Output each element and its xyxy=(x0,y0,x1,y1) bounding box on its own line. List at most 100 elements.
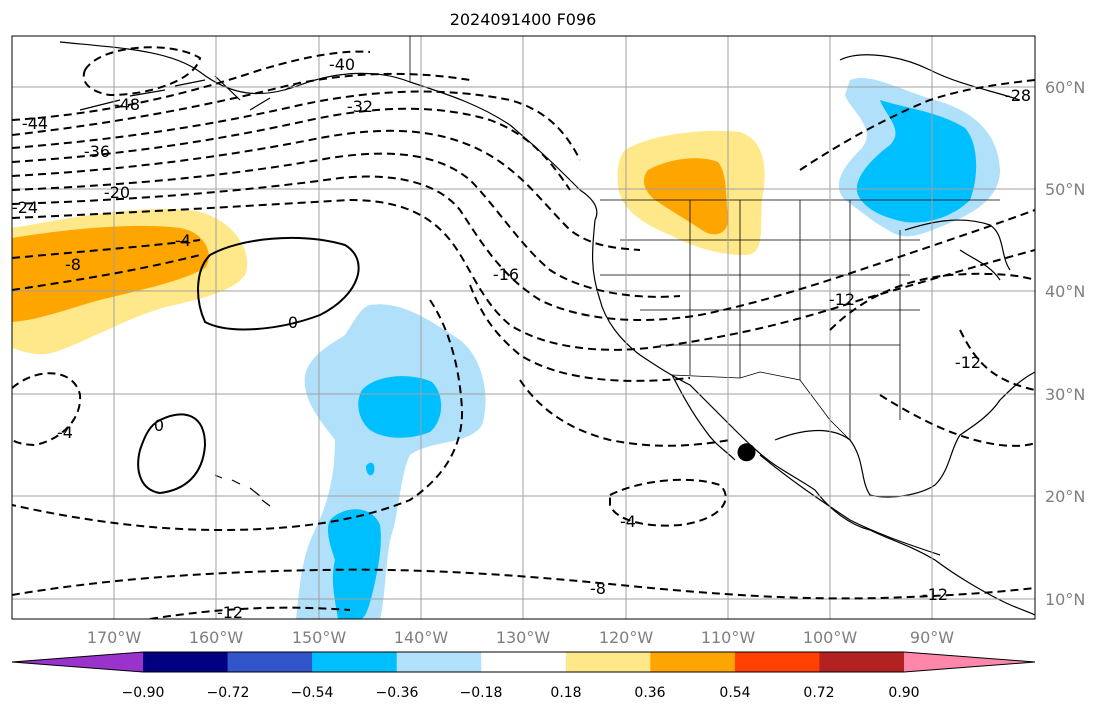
colorbar-tick-label: −0.54 xyxy=(291,685,334,701)
contour-label: -12 xyxy=(829,290,855,309)
lon-tick-label: 160°W xyxy=(189,628,244,647)
map-panel: -48 -44 -40 -36 -32 -28 -24 -20 -16 -12 … xyxy=(11,35,1036,620)
lat-tick-label: 40°N xyxy=(1045,282,1085,301)
coast-west-us xyxy=(591,219,1035,616)
contour-line xyxy=(12,372,82,447)
negative-anomaly-pacific-dark-north xyxy=(358,376,442,438)
lon-tick-label: 140°W xyxy=(394,628,449,647)
negative-anomaly-pacific-dark-south xyxy=(327,509,381,619)
colorbar-swatch xyxy=(481,652,567,672)
contour-line-zero xyxy=(137,413,207,495)
contour-label: -28 xyxy=(1005,86,1031,105)
colorbar-swatch xyxy=(312,652,398,672)
contour-line xyxy=(12,72,471,136)
contour-label: -4 xyxy=(175,231,191,250)
colorbar-tick-labels: −0.90 −0.72 −0.54 −0.36 −0.18 0.18 0.36 … xyxy=(122,685,920,701)
lat-tick-label: 50°N xyxy=(1045,180,1085,199)
contours-zero xyxy=(137,237,360,495)
lon-tick-label: 150°W xyxy=(292,628,347,647)
lat-tick-label: 60°N xyxy=(1045,78,1085,97)
contour-label: -8 xyxy=(65,255,81,274)
colorbar-swatch xyxy=(904,652,1035,672)
contour-labels: -48 -44 -40 -36 -32 -28 -24 -20 -16 -12 … xyxy=(12,55,1031,619)
colorbar: −0.90 −0.72 −0.54 −0.36 −0.18 0.18 0.36 … xyxy=(11,651,1036,701)
coast-mexico-pacific xyxy=(759,454,941,556)
contour-line xyxy=(12,152,681,298)
colorbar-tick-label: −0.36 xyxy=(376,685,419,701)
contour-label: -12 xyxy=(955,353,981,372)
contour-label: -36 xyxy=(84,142,110,161)
colorbar-tick-label: 0.18 xyxy=(550,685,581,701)
contour-line xyxy=(609,478,727,527)
contour-label: -40 xyxy=(329,55,355,74)
contour-line xyxy=(12,175,1035,321)
colorbar-swatch xyxy=(227,652,313,672)
colorbar-swatch xyxy=(819,652,905,672)
contour-line xyxy=(519,379,731,447)
colorbar-tick-label: −0.72 xyxy=(207,685,250,701)
contour-label: -20 xyxy=(104,183,130,202)
contour-label: -16 xyxy=(493,265,519,284)
lat-tick-label: 30°N xyxy=(1045,385,1085,404)
contour-line xyxy=(12,198,1035,351)
contour-label: -4 xyxy=(57,423,73,442)
contour-line xyxy=(829,272,1035,391)
lat-tick-label: 10°N xyxy=(1045,590,1085,609)
lon-axis: 170°W 160°W 150°W 140°W 130°W 120°W 110°… xyxy=(87,628,954,647)
contour-line xyxy=(149,606,351,619)
location-marker xyxy=(737,443,756,462)
contour-line xyxy=(12,254,201,291)
positive-anomaly-west-dark xyxy=(12,225,209,322)
contour-label: -24 xyxy=(12,198,38,217)
colorbar-tick-label: 0.90 xyxy=(888,685,919,701)
contour-label: -12 xyxy=(922,585,948,604)
map-frame xyxy=(11,35,1036,620)
colorbar-tick-label: −0.18 xyxy=(460,685,503,701)
colorbar-tick-label: 0.36 xyxy=(634,685,665,701)
coast-aleutians xyxy=(79,75,301,111)
lat-axis: 10°N 20°N 30°N 40°N 50°N 60°N xyxy=(1045,78,1085,609)
contour-layer xyxy=(12,46,1035,619)
contour-line xyxy=(799,79,1035,171)
contours-dashed xyxy=(12,46,1035,619)
lon-tick-label: 130°W xyxy=(496,628,551,647)
contour-line-zero xyxy=(197,237,360,331)
contour-line xyxy=(12,568,1035,600)
figure-title: 2024091400 F096 xyxy=(450,10,597,29)
colorbar-swatch xyxy=(12,652,143,672)
coast-hudson-bay xyxy=(839,54,1021,101)
lon-tick-label: 110°W xyxy=(701,628,756,647)
contour-line xyxy=(879,394,1035,447)
contour-line xyxy=(82,46,202,97)
coast-great-lakes xyxy=(904,219,1011,281)
colorbar-swatch xyxy=(565,652,651,672)
contour-line xyxy=(12,299,464,532)
contour-label: 0 xyxy=(288,313,298,332)
colorbar-swatch xyxy=(650,652,736,672)
contour-line xyxy=(12,129,641,251)
contour-label: -44 xyxy=(22,114,48,133)
lat-tick-label: 20°N xyxy=(1045,487,1085,506)
coast-alaska xyxy=(59,41,598,221)
border-layer xyxy=(409,36,1000,441)
contour-line xyxy=(12,239,691,382)
colorbar-swatch xyxy=(143,652,229,672)
border-us-mexico xyxy=(671,371,851,441)
contour-label: -32 xyxy=(347,97,373,116)
shading-layer xyxy=(12,78,1000,619)
gridlines xyxy=(12,36,1035,619)
colorbar-swatch xyxy=(396,652,482,672)
coastline-layer xyxy=(59,41,1035,616)
colorbar-swatch xyxy=(734,652,820,672)
negative-anomaly-canada-dark xyxy=(856,100,977,223)
negative-anomaly-pacific-dark-spot xyxy=(366,462,375,476)
colorbar-tick-label: −0.90 xyxy=(122,685,165,701)
lon-tick-label: 90°W xyxy=(910,628,954,647)
colorbar-swatches xyxy=(11,651,1036,673)
positive-anomaly-rockies-dark xyxy=(644,158,729,235)
lon-tick-label: 170°W xyxy=(87,628,142,647)
contour-label: -4 xyxy=(620,512,636,531)
coast-baja xyxy=(671,374,736,461)
colorbar-tick-label: 0.54 xyxy=(719,685,750,701)
